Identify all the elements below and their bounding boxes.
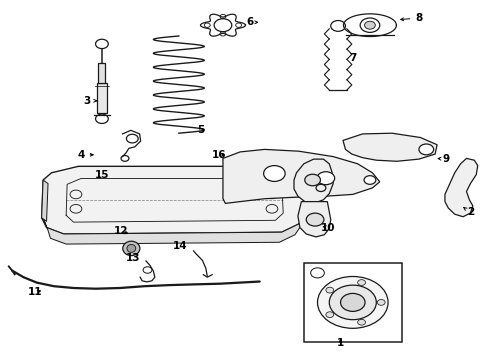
- Polygon shape: [298, 202, 331, 237]
- Bar: [304, 263, 402, 342]
- Text: 1: 1: [337, 338, 344, 348]
- Circle shape: [264, 166, 285, 181]
- Ellipse shape: [122, 241, 140, 256]
- Circle shape: [365, 21, 375, 29]
- Text: 11: 11: [28, 287, 43, 297]
- Polygon shape: [294, 159, 333, 203]
- Polygon shape: [445, 158, 478, 217]
- Polygon shape: [223, 149, 380, 203]
- Circle shape: [318, 276, 388, 328]
- Circle shape: [317, 172, 335, 185]
- Text: 3: 3: [84, 96, 97, 106]
- Text: 2: 2: [464, 207, 474, 217]
- Text: 12: 12: [114, 226, 129, 236]
- Circle shape: [326, 287, 334, 293]
- Circle shape: [358, 280, 366, 285]
- Circle shape: [364, 176, 376, 184]
- Text: 5: 5: [197, 125, 204, 135]
- Text: 16: 16: [212, 150, 227, 160]
- Ellipse shape: [127, 244, 136, 252]
- Bar: [98, 63, 105, 83]
- Circle shape: [377, 300, 385, 305]
- Circle shape: [306, 213, 324, 226]
- Polygon shape: [42, 180, 48, 221]
- Circle shape: [358, 319, 366, 325]
- Text: 4: 4: [77, 150, 93, 160]
- Circle shape: [419, 144, 434, 155]
- Bar: [97, 83, 107, 113]
- Text: 13: 13: [126, 253, 141, 264]
- Text: 9: 9: [438, 154, 449, 164]
- Circle shape: [329, 285, 376, 320]
- Text: 8: 8: [401, 13, 422, 23]
- Text: 15: 15: [95, 170, 109, 180]
- Polygon shape: [43, 216, 304, 244]
- Circle shape: [326, 312, 334, 318]
- Polygon shape: [343, 133, 437, 161]
- Text: 10: 10: [321, 222, 336, 233]
- Text: 14: 14: [173, 240, 188, 251]
- Circle shape: [341, 293, 365, 311]
- Polygon shape: [42, 166, 304, 234]
- Circle shape: [305, 174, 320, 186]
- Text: 7: 7: [349, 53, 357, 63]
- Text: 6: 6: [246, 17, 258, 27]
